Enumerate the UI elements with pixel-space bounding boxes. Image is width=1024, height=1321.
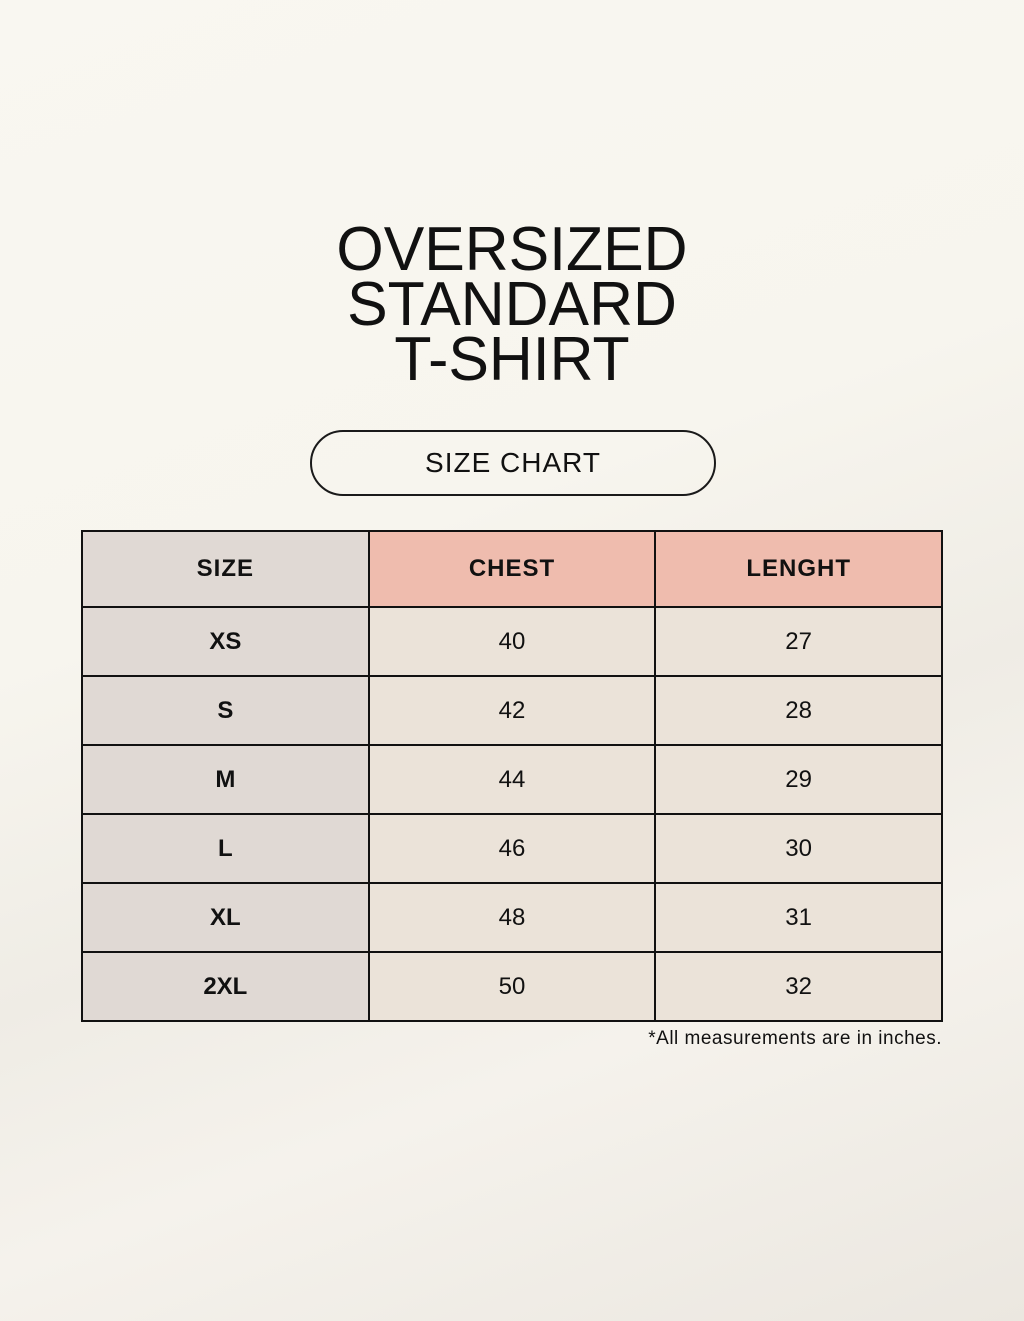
cell-chest: 46 <box>367 813 657 884</box>
title-line: STANDARD <box>347 270 677 339</box>
table-row: M 44 29 <box>81 744 943 815</box>
header-row: SIZE CHEST LENGHT <box>81 530 943 608</box>
cell-length: 27 <box>654 606 943 677</box>
cell-length: 31 <box>654 882 943 953</box>
cell-size: XL <box>81 882 370 953</box>
header-size: SIZE <box>81 530 370 608</box>
cell-length: 28 <box>654 675 943 746</box>
size-chart-badge: SIZE CHART <box>310 430 716 496</box>
cell-size: M <box>81 744 370 815</box>
page-title: OVERSIZED STANDARD T-SHIRT <box>0 215 1024 394</box>
cell-size: S <box>81 675 370 746</box>
table-row: XL 48 31 <box>81 882 943 953</box>
cell-chest: 44 <box>367 744 657 815</box>
cell-size: XS <box>81 606 370 677</box>
cell-length: 32 <box>654 951 943 1022</box>
cell-chest: 40 <box>367 606 657 677</box>
cell-size: L <box>81 813 370 884</box>
cell-chest: 42 <box>367 675 657 746</box>
cell-length: 30 <box>654 813 943 884</box>
measurement-note: *All measurements are in inches. <box>648 1028 942 1049</box>
table-row: S 42 28 <box>81 675 943 746</box>
cell-chest: 50 <box>367 951 657 1022</box>
table-row: XS 40 27 <box>81 606 943 677</box>
cell-length: 29 <box>654 744 943 815</box>
header-chest: CHEST <box>367 530 657 608</box>
cell-chest: 48 <box>367 882 657 953</box>
title-line: T-SHIRT <box>394 325 630 394</box>
table-row: L 46 30 <box>81 813 943 884</box>
table-row: 2XL 50 32 <box>81 951 943 1022</box>
header-length: LENGHT <box>654 530 943 608</box>
size-table: SIZE CHEST LENGHT XS 40 27 S 42 28 M 44 29 L 46 30 X… <box>81 530 943 1022</box>
cell-size: 2XL <box>81 951 370 1022</box>
title-line: OVERSIZED <box>336 215 688 284</box>
